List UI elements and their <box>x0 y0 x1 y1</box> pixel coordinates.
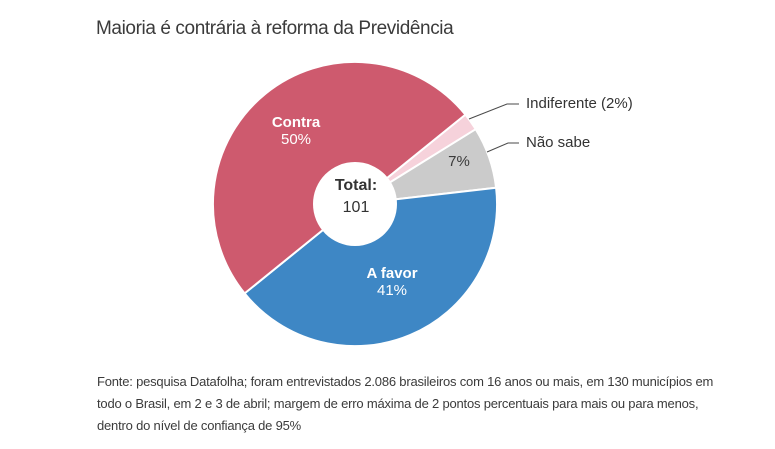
donut-hole <box>313 162 397 246</box>
total-label: Total: <box>334 177 378 194</box>
leader-line-indiferente <box>468 103 519 120</box>
callout-label-nao-sabe: Não sabe <box>526 134 591 151</box>
slice-name-contra: Contra <box>271 114 321 131</box>
source-footer: Fonte: pesquisa Datafolha; foram entrevi… <box>97 371 713 437</box>
total-value: 101 <box>342 199 370 216</box>
slice-name-a-favor: A favor <box>366 265 418 282</box>
slice-value-nao-sabe: 7% <box>448 153 470 170</box>
leader-line-nao-sabe <box>486 142 519 153</box>
pie-slice-a-favor <box>243 186 499 348</box>
source-footer-line-1: Fonte: pesquisa Datafolha; foram entrevi… <box>97 374 714 389</box>
source-footer-line-2: todo o Brasil, em 2 e 3 de abril; margem… <box>97 396 699 411</box>
slice-value-a-favor: 41% <box>376 282 408 299</box>
callout-label-indiferente: Indiferente (2%) <box>526 95 633 112</box>
slice-label-a-favor: A favor 41% <box>342 265 442 299</box>
slice-value-contra: 50% <box>280 131 312 148</box>
chart-title: Maioria é contrária à reforma da Previdê… <box>96 18 454 39</box>
donut-center-label: Total: 101 <box>306 175 406 219</box>
slice-label-contra: Contra 50% <box>246 114 346 148</box>
source-footer-line-3: dentro do nível de confiança de 95% <box>97 418 302 433</box>
